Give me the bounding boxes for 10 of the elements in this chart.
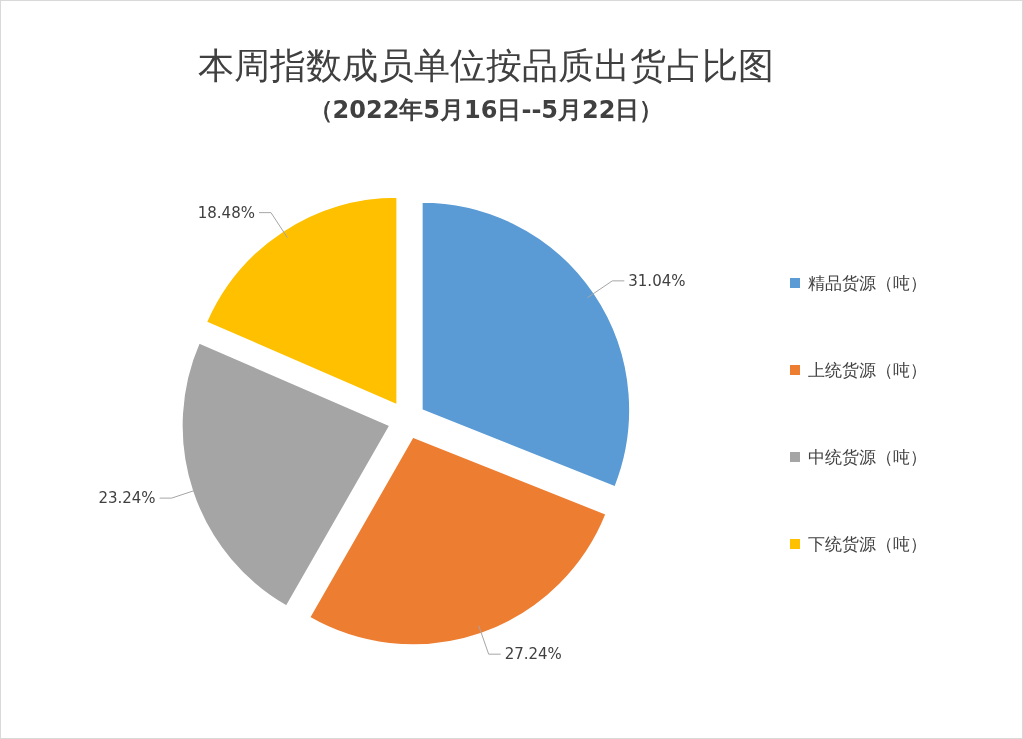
legend-label: 上统货源（吨） xyxy=(808,360,927,380)
data-label: 23.24% xyxy=(98,489,156,508)
data-label: 27.24% xyxy=(504,645,562,664)
legend-label: 精品货源（吨） xyxy=(808,273,927,293)
legend-label: 下统货源（吨） xyxy=(808,534,927,554)
data-label: 18.48% xyxy=(197,203,255,222)
data-label: 31.04% xyxy=(628,271,686,290)
legend-label: 中统货源（吨） xyxy=(808,447,927,467)
chart-subtitle: （2022年5月16日--5月22日） xyxy=(308,96,664,124)
chart-title: 本周指数成员单位按品质出货占比图 xyxy=(198,45,774,86)
